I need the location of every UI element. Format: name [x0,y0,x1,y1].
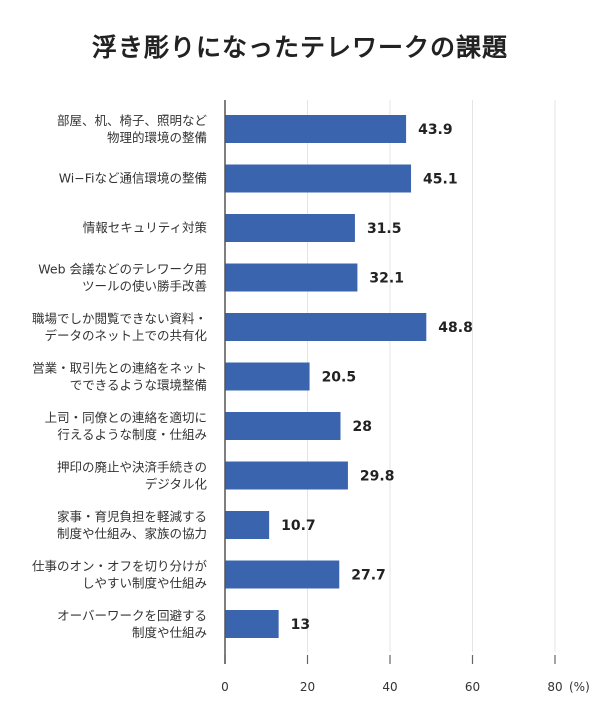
value-label: 31.5 [367,221,402,237]
value-label: 48.8 [438,320,473,336]
category-label: 制度や仕組み、家族の協力 [57,526,207,541]
x-tick-label: 20 [300,680,315,694]
x-tick-label: 40 [382,680,397,694]
value-label: 43.9 [418,122,453,138]
category-label: 部屋、机、椅子、照明など [57,113,208,128]
value-label: 29.8 [360,469,395,485]
bar [225,214,355,242]
chart-title: 浮き彫りになったテレワークの課題 [91,33,508,62]
category-label: データのネット上での共有化 [44,328,207,343]
bar [225,610,279,638]
category-label: デジタル化 [145,477,208,492]
category-label: 上司・同僚との連絡を適切に [45,410,207,425]
value-label: 20.5 [322,370,357,386]
bar [225,412,341,440]
bar [225,313,427,341]
category-label: オーバーワークを回避する [57,608,207,623]
x-tick-label: 80 [547,680,562,694]
category-label: でできるような環境整備 [70,378,207,393]
category-label: 営業・取引先との連絡をネット [32,361,207,376]
bar [225,511,270,539]
category-label: 行えるような制度・仕組み [57,427,207,442]
bar [225,263,358,292]
bar [225,362,310,391]
value-label: 32.1 [369,271,404,287]
category-label: 職場でしか閲覧できない資料・ [32,311,207,326]
bar [225,164,412,193]
value-label: 28 [353,419,372,435]
value-label: 10.7 [281,518,316,534]
x-unit-label: (%) [569,680,590,694]
category-label: ツールの使い勝手改善 [82,279,207,294]
bar [225,115,407,143]
category-label: 仕事のオン・オフを切り分けが [32,559,208,574]
value-label: 45.1 [423,172,458,188]
x-tick-label: 0 [221,680,229,694]
bar [225,560,340,589]
category-label: 制度や仕組み [132,625,207,640]
category-label: 情報セキュリティ対策 [83,220,208,235]
category-label: 物理的環境の整備 [107,130,207,145]
category-label: 押印の廃止や決済手続きの [57,460,207,475]
bar [225,461,348,490]
category-label: しやすい制度や仕組み [82,576,207,591]
value-label: 27.7 [351,568,386,584]
x-tick-label: 60 [465,680,480,694]
category-label: Wi−Fiなど通信環境の整備 [59,171,207,186]
category-label: 家事・育児負担を軽減する [57,509,207,524]
category-label: Web 会議などのテレワーク用 [38,262,207,277]
value-label: 13 [291,617,310,633]
